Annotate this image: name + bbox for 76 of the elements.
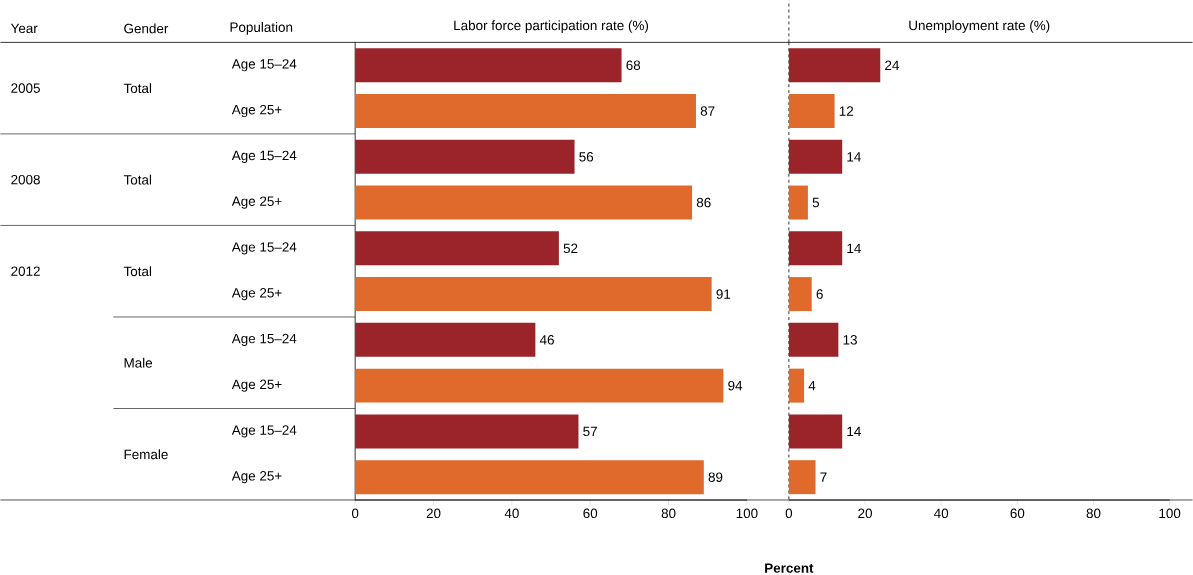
y-tick-label: Age 15–24 <box>231 333 297 346</box>
bar <box>355 414 579 449</box>
bar <box>355 139 575 174</box>
bar <box>355 277 712 312</box>
data-label: 12 <box>839 106 854 116</box>
x-tick-label: 100 <box>1159 508 1181 519</box>
data-label: 52 <box>563 243 578 254</box>
data-label: 14 <box>847 426 861 437</box>
y-tick-label: Age 15–24 <box>231 59 297 72</box>
bar <box>788 139 843 174</box>
chart-title: Labor force participation rate (%) <box>454 20 649 33</box>
data-label: 6 <box>816 289 823 299</box>
y-tick-label: Age 15–24 <box>231 242 297 255</box>
bar <box>788 94 835 128</box>
text: 2008 <box>11 174 40 185</box>
bar <box>355 368 724 403</box>
text: Population <box>230 22 293 35</box>
data-label: 13 <box>843 335 857 345</box>
x-axis-title: Percent <box>765 563 814 573</box>
data-label: 56 <box>579 152 594 162</box>
data-label: 7 <box>820 472 827 482</box>
bar <box>788 460 816 495</box>
data-label: 86 <box>696 197 711 208</box>
text: Female <box>124 449 168 460</box>
data-label: 5 <box>812 197 820 208</box>
bar <box>355 94 696 128</box>
bar <box>355 231 559 266</box>
x-tick-label: 80 <box>661 508 676 519</box>
x-tick-label: 40 <box>934 508 949 519</box>
data-label: 24 <box>885 60 900 70</box>
data-label: 57 <box>583 426 597 437</box>
x-tick-label: 20 <box>858 508 872 519</box>
bar <box>788 322 839 357</box>
text: Total <box>123 266 152 277</box>
data-label: 89 <box>708 472 723 482</box>
text: Year <box>10 23 38 34</box>
bar <box>788 231 843 266</box>
bar <box>788 185 808 220</box>
y-tick-label: Age 25+ <box>231 288 282 301</box>
data-label: 87 <box>700 106 715 116</box>
x-tick-label: 40 <box>504 508 519 519</box>
x-tick-label: 100 <box>736 508 758 519</box>
data-label: 14 <box>847 152 861 162</box>
y-tick-label: Age 25+ <box>231 196 282 209</box>
x-tick-label: 20 <box>426 508 441 519</box>
data-label: 68 <box>626 60 641 70</box>
data-label: 94 <box>728 380 743 391</box>
bar <box>788 277 812 312</box>
x-tick-label: 60 <box>583 508 598 519</box>
data-label: 91 <box>716 289 731 299</box>
x-tick-label: 60 <box>1010 508 1025 519</box>
bar <box>355 322 536 357</box>
bar <box>788 368 805 403</box>
text: Total <box>123 174 152 185</box>
text: 2012 <box>11 266 40 276</box>
bar <box>355 185 693 220</box>
y-tick-label: Age 15–24 <box>231 150 297 163</box>
y-tick-label: Age 25+ <box>231 379 282 392</box>
y-tick-label: Age 25+ <box>231 471 282 484</box>
bar <box>355 48 622 83</box>
x-tick-label: 0 <box>785 508 793 519</box>
y-tick-label: Age 15–24 <box>231 425 297 438</box>
bar <box>788 414 843 449</box>
x-tick-label: 0 <box>351 508 359 519</box>
bar <box>355 460 704 495</box>
text: Male <box>124 357 153 368</box>
chart-title: Unemployment rate (%) <box>909 20 1050 33</box>
x-tick-label: 80 <box>1086 508 1101 519</box>
text: Gender <box>124 23 169 34</box>
text: 2005 <box>11 83 40 93</box>
text: Total <box>123 83 152 94</box>
y-tick-label: Age 25+ <box>231 104 282 118</box>
bar <box>788 48 881 83</box>
data-label: 46 <box>539 335 554 345</box>
data-label: 4 <box>808 381 816 391</box>
data-label: 14 <box>847 243 861 253</box>
